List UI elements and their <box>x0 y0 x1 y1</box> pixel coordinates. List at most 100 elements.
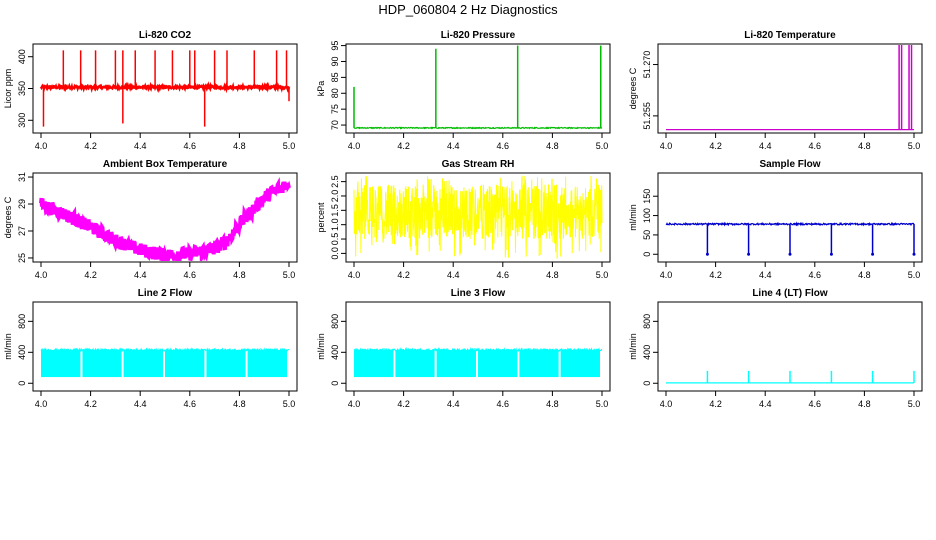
x-tick-label: 4.0 <box>660 270 673 280</box>
y-tick-label: 100 <box>642 208 652 223</box>
data-band <box>41 349 81 378</box>
x-tick-label: 4.6 <box>809 399 822 409</box>
plot-frame <box>345 301 611 392</box>
x-tick-label: 5.0 <box>283 270 296 280</box>
y-tick-label: 50 <box>642 230 652 240</box>
y-axis-label: ml/min <box>628 333 638 360</box>
y-tick-label: 95 <box>330 41 340 51</box>
panel-line3: Line 3 Flow 4.0 4.2 4.4 4.6 4.8 5.0 0 400 800 ml/m… <box>316 288 611 409</box>
panel-title: Li-820 Temperature <box>744 30 836 41</box>
x-tick-label: 4.0 <box>35 399 48 409</box>
data-line <box>39 176 291 261</box>
plot-frame <box>345 43 611 134</box>
data-band <box>560 349 600 378</box>
y-tick-label: 25 <box>17 253 27 263</box>
x-tick-label: 4.2 <box>84 141 97 151</box>
panel-grid: Li-820 CO2 4.0 4.2 4.4 4.6 4.8 5.0 300 350 400 Lic… <box>3 30 923 409</box>
x-tick-label: 4.8 <box>233 141 246 151</box>
x-tick-label: 5.0 <box>283 399 296 409</box>
plot-frame <box>32 301 298 392</box>
x-tick-label: 4.4 <box>759 399 772 409</box>
x-tick-label: 4.6 <box>497 141 510 151</box>
y-tick-label: 400 <box>642 345 652 360</box>
plot-frame <box>657 301 923 392</box>
data-line <box>353 175 603 259</box>
x-tick-label: 4.4 <box>134 399 147 409</box>
y-tick-label: 31 <box>17 172 27 182</box>
y-tick-label: 0.5 <box>330 233 340 246</box>
data-point <box>829 252 833 256</box>
x-tick-label: 4.4 <box>759 270 772 280</box>
x-tick-label: 4.8 <box>546 399 559 409</box>
x-tick-label: 4.6 <box>497 399 510 409</box>
x-tick-label: 4.4 <box>134 270 147 280</box>
data-point <box>871 252 875 256</box>
data-line <box>40 347 290 354</box>
y-tick-label: 2.0 <box>330 190 340 203</box>
panel-rh: Gas Stream RH 4.0 4.2 4.4 4.6 4.8 5.0 0.00.5 1.0… <box>316 159 611 280</box>
y-tick-label: 400 <box>17 345 27 360</box>
panel-title: Ambient Box Temperature <box>103 159 228 170</box>
data-band <box>165 349 205 378</box>
series-co2 <box>39 50 291 127</box>
y-tick-label: 90 <box>330 56 340 66</box>
y-tick-label: 75 <box>330 104 340 114</box>
plot-frame <box>657 172 923 263</box>
x-tick-label: 4.6 <box>809 141 822 151</box>
y-axis-label: percent <box>316 202 326 233</box>
y-tick-label: 0 <box>17 381 27 386</box>
y-tick-label: 0 <box>330 381 340 386</box>
y-tick-label: 1.0 <box>330 218 340 231</box>
x-tick-label: 4.8 <box>546 141 559 151</box>
x-tick-label: 4.8 <box>858 399 871 409</box>
data-line <box>665 221 915 227</box>
x-tick-label: 4.2 <box>397 399 410 409</box>
x-tick-label: 4.2 <box>397 141 410 151</box>
data-point <box>705 252 709 256</box>
plot-frame <box>657 43 923 134</box>
y-tick-label: 0 <box>642 381 652 386</box>
x-tick-label: 4.2 <box>397 270 410 280</box>
x-tick-label: 4.4 <box>759 141 772 151</box>
x-tick-label: 5.0 <box>596 141 609 151</box>
y-tick-label: 27 <box>17 226 27 236</box>
x-tick-label: 4.0 <box>348 141 361 151</box>
y-tick-label: 300 <box>17 113 27 128</box>
series-line4 <box>666 370 915 384</box>
x-tick-label: 4.0 <box>660 141 673 151</box>
y-axis-label: degrees C <box>628 67 638 109</box>
series-line3 <box>353 346 603 378</box>
panel-sample_flow: Sample Flow 4.0 4.2 4.4 4.6 4.8 5.0 0 50 100 150 ml… <box>628 159 923 280</box>
x-tick-label: 5.0 <box>596 270 609 280</box>
y-tick-label: 29 <box>17 199 27 209</box>
data-band <box>478 349 518 378</box>
x-tick-label: 4.4 <box>447 141 460 151</box>
panel-title: Line 4 (LT) Flow <box>752 288 828 299</box>
data-band <box>519 349 559 378</box>
panel-box_temp: Ambient Box Temperature 4.0 4.2 4.4 4.6 4.8 5.… <box>3 159 298 280</box>
x-tick-label: 4.2 <box>84 399 97 409</box>
x-tick-label: 4.8 <box>858 141 871 151</box>
data-point <box>747 252 751 256</box>
x-tick-label: 5.0 <box>908 270 921 280</box>
x-tick-label: 4.2 <box>709 399 722 409</box>
x-tick-label: 5.0 <box>908 399 921 409</box>
x-tick-label: 4.2 <box>84 270 97 280</box>
panel-title: Li-820 CO2 <box>139 30 192 41</box>
y-axis-label: kPa <box>316 81 326 97</box>
series-sample_flow <box>665 221 916 256</box>
x-tick-label: 4.0 <box>35 270 48 280</box>
plot-frame <box>345 172 611 263</box>
x-tick-label: 4.6 <box>497 270 510 280</box>
y-tick-label: 51.255 <box>642 102 652 130</box>
x-tick-label: 4.0 <box>35 141 48 151</box>
data-band <box>82 349 122 378</box>
y-tick-label: 80 <box>330 88 340 98</box>
x-tick-label: 4.8 <box>233 399 246 409</box>
series-licor_temp <box>666 45 914 131</box>
x-tick-label: 4.4 <box>447 270 460 280</box>
x-tick-label: 4.8 <box>546 270 559 280</box>
y-tick-label: 800 <box>642 314 652 329</box>
plot-frame <box>32 172 298 263</box>
